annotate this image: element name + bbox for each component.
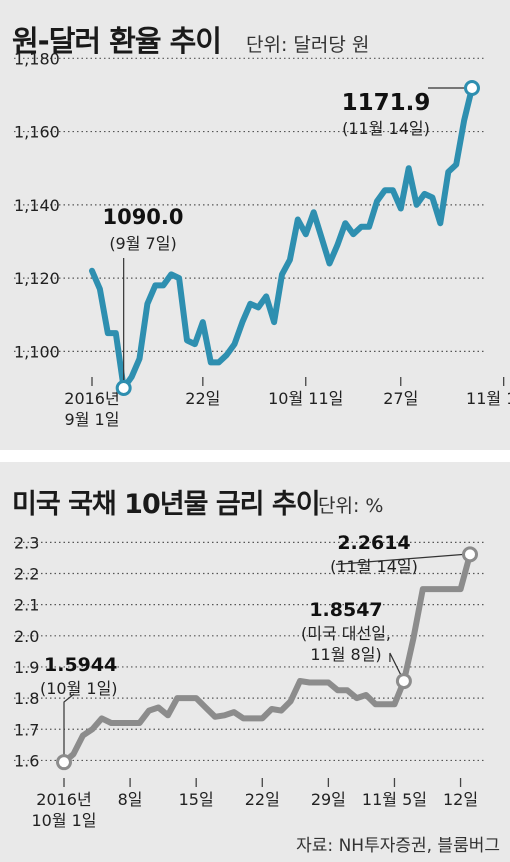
treasury-start-date: (10월 1일) [40, 679, 118, 698]
exchange-y-tick-label: 1,180 [14, 49, 60, 68]
source-note: 자료: NH투자증권, 블룸버그 [296, 836, 500, 856]
treasury-x-tick-label: 10월 1일 [31, 811, 96, 830]
exchange-x-tick-label: 2016년 [64, 389, 119, 408]
exchange-x-tick-label: 22일 [185, 389, 220, 408]
exchange-x-tick-label: 11월 14일 [466, 389, 510, 408]
exchange-y-tick-label: 1,140 [14, 196, 60, 215]
panel-separator [0, 450, 510, 462]
treasury-x-tick-label: 15일 [179, 790, 214, 809]
treasury-x-tick-label: 8일 [118, 790, 143, 809]
treasury-end-value: 2.2614 [337, 532, 410, 554]
treasury-start-value: 1.5944 [44, 654, 117, 676]
treasury-y-tick-label: 1.9 [14, 658, 39, 677]
treasury-x-tick-label: 22일 [245, 790, 280, 809]
exchange-series-line [89, 85, 475, 391]
exchange-low-point [115, 380, 132, 397]
treasury-series-line [61, 551, 473, 766]
treasury-election-point [395, 673, 412, 690]
exchange-high-date: (11월 14일) [342, 119, 430, 138]
exchange-high-point [464, 79, 480, 96]
exchange-rate-chart: 1,100 1,120 1,140 1,160 1,180 2016년 9월 1일 22일 10… [14, 49, 510, 429]
treasury-yield-chart: 1.6 1.7 1.8 1.9 2.0 2.1 2.2 2.3 2016년 10월 1일 8일 15일… [14, 532, 486, 830]
treasury-end-leader-line [335, 553, 465, 565]
treasury-end-date: (11월 14일) [330, 557, 418, 576]
treasury-y-tick-label: 1.6 [14, 751, 39, 770]
treasury-x-tick-label: 11월 5일 [362, 790, 427, 809]
treasury-start-point [56, 754, 72, 771]
treasury-election-date-line1: (미국 대선일, [301, 624, 391, 643]
treasury-y-tick-label: 2.1 [14, 596, 39, 615]
treasury-election-leader-line [389, 652, 402, 676]
exchange-chart-title: 원-달러 환율 추이 [12, 24, 222, 58]
treasury-y-tick-label: 2.3 [14, 533, 39, 552]
exchange-unit-label: 단위: 달러당 원 [246, 34, 370, 56]
treasury-chart-title: 미국 국채 10년물 금리 추이 [12, 489, 321, 520]
treasury-election-value: 1.8547 [309, 599, 382, 621]
exchange-x-tick-label: 9월 1일 [65, 410, 120, 429]
exchange-x-tick-label: 10월 11일 [268, 389, 343, 408]
exchange-high-value: 1171.9 [342, 90, 431, 116]
exchange-x-tick-label: 27일 [383, 389, 418, 408]
exchange-rate-panel: 원-달러 환율 추이 단위: 달러당 원 1,100 1,120 1,140 1,16… [0, 0, 510, 450]
treasury-x-tick-label: 12일 [443, 790, 478, 809]
treasury-y-tick-label: 1.8 [14, 689, 39, 708]
exchange-y-tick-label: 1,120 [14, 269, 60, 288]
treasury-unit-label: 단위: % [318, 495, 384, 517]
treasury-y-tick-label: 1.7 [14, 720, 39, 739]
treasury-x-tick-label: 2016년 [36, 790, 91, 809]
exchange-low-date: (9월 7일) [109, 234, 176, 253]
exchange-low-value: 1090.0 [102, 205, 183, 229]
exchange-y-tick-label: 1,100 [14, 342, 60, 361]
exchange-y-tick-label: 1,160 [14, 123, 60, 142]
treasury-y-tick-label: 2.2 [14, 565, 39, 584]
treasury-x-tick-label: 29일 [311, 790, 346, 809]
treasury-yield-panel: 미국 국채 10년물 금리 추이 단위: % 1.6 1.7 1.8 1.9 2.0 2.… [0, 462, 510, 862]
treasury-start-leader-line [63, 693, 75, 756]
treasury-end-point [462, 546, 478, 563]
treasury-election-date-line2: 11월 8일) [310, 645, 381, 664]
treasury-y-tick-label: 2.0 [14, 627, 39, 646]
